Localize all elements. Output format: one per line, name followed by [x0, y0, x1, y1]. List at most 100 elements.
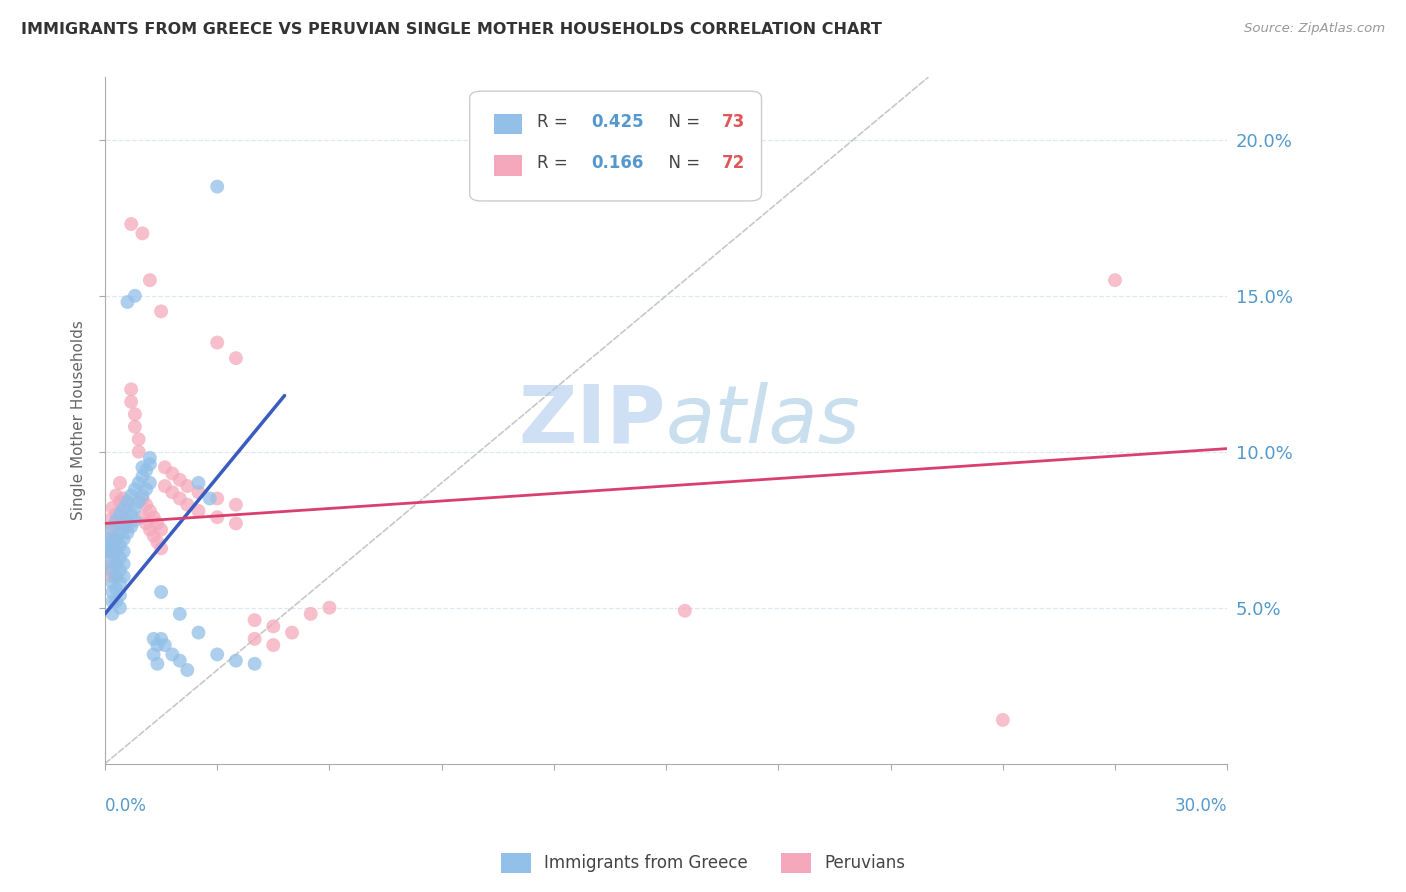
- Point: [176, 498, 198, 512]
- Point: [139, 523, 162, 537]
- Point: [205, 648, 228, 662]
- Point: [205, 491, 228, 506]
- Point: [146, 516, 169, 531]
- Point: [169, 607, 191, 621]
- Point: [117, 519, 139, 533]
- Text: R =: R =: [537, 154, 574, 172]
- Point: [108, 550, 131, 565]
- Text: N =: N =: [658, 113, 706, 131]
- Point: [112, 491, 135, 506]
- Point: [299, 607, 322, 621]
- Point: [97, 544, 120, 558]
- Point: [112, 510, 135, 524]
- Point: [262, 638, 284, 652]
- Point: [117, 494, 139, 508]
- Point: [120, 382, 142, 396]
- Point: [198, 491, 221, 506]
- Text: ZIP: ZIP: [519, 382, 666, 459]
- Point: [105, 569, 128, 583]
- Point: [105, 557, 128, 571]
- Point: [97, 544, 120, 558]
- Point: [205, 179, 228, 194]
- Point: [135, 516, 157, 531]
- Point: [97, 554, 120, 568]
- Point: [205, 335, 228, 350]
- Point: [262, 619, 284, 633]
- Point: [112, 569, 135, 583]
- Point: [139, 504, 162, 518]
- Point: [187, 475, 209, 490]
- Point: [135, 498, 157, 512]
- Text: 72: 72: [723, 154, 745, 172]
- Text: 0.0%: 0.0%: [105, 797, 146, 814]
- Y-axis label: Single Mother Households: Single Mother Households: [72, 320, 86, 520]
- Point: [128, 494, 150, 508]
- Point: [105, 557, 128, 571]
- Point: [139, 475, 162, 490]
- Point: [120, 488, 142, 502]
- Point: [120, 217, 142, 231]
- Point: [105, 544, 128, 558]
- Point: [1104, 273, 1126, 287]
- Point: [169, 491, 191, 506]
- Point: [101, 500, 124, 515]
- Point: [97, 513, 120, 527]
- Point: [142, 529, 165, 543]
- Text: 73: 73: [723, 113, 745, 131]
- Point: [108, 538, 131, 552]
- Point: [142, 632, 165, 646]
- Point: [108, 588, 131, 602]
- Text: 0.166: 0.166: [591, 154, 644, 172]
- Point: [97, 563, 120, 577]
- Point: [673, 604, 696, 618]
- Point: [120, 394, 142, 409]
- Point: [101, 575, 124, 590]
- Point: [105, 582, 128, 596]
- Point: [139, 273, 162, 287]
- Point: [108, 575, 131, 590]
- Point: [105, 519, 128, 533]
- Point: [162, 467, 184, 481]
- Point: [117, 500, 139, 515]
- Point: [124, 482, 146, 496]
- Point: [112, 519, 135, 533]
- Point: [169, 654, 191, 668]
- Point: [162, 648, 184, 662]
- Point: [108, 600, 131, 615]
- Point: [146, 657, 169, 671]
- Point: [135, 463, 157, 477]
- Point: [187, 504, 209, 518]
- Point: [112, 544, 135, 558]
- Point: [101, 607, 124, 621]
- Point: [131, 469, 153, 483]
- Point: [105, 544, 128, 558]
- Point: [150, 585, 173, 599]
- Point: [97, 538, 120, 552]
- FancyBboxPatch shape: [470, 91, 762, 201]
- Point: [101, 544, 124, 558]
- Point: [146, 535, 169, 549]
- Point: [176, 479, 198, 493]
- Point: [112, 532, 135, 546]
- Point: [153, 479, 176, 493]
- Point: [318, 600, 340, 615]
- Point: [112, 557, 135, 571]
- Text: N =: N =: [658, 154, 706, 172]
- Point: [169, 473, 191, 487]
- Point: [150, 523, 173, 537]
- Point: [120, 519, 142, 533]
- Point: [131, 460, 153, 475]
- Point: [131, 491, 153, 506]
- Point: [205, 510, 228, 524]
- FancyBboxPatch shape: [495, 155, 523, 176]
- Point: [142, 648, 165, 662]
- Point: [131, 510, 153, 524]
- Point: [243, 657, 266, 671]
- Point: [225, 516, 247, 531]
- Point: [101, 523, 124, 537]
- Point: [101, 594, 124, 608]
- Point: [131, 488, 153, 502]
- Point: [124, 419, 146, 434]
- Point: [243, 632, 266, 646]
- Text: IMMIGRANTS FROM GREECE VS PERUVIAN SINGLE MOTHER HOUSEHOLDS CORRELATION CHART: IMMIGRANTS FROM GREECE VS PERUVIAN SINGL…: [21, 22, 882, 37]
